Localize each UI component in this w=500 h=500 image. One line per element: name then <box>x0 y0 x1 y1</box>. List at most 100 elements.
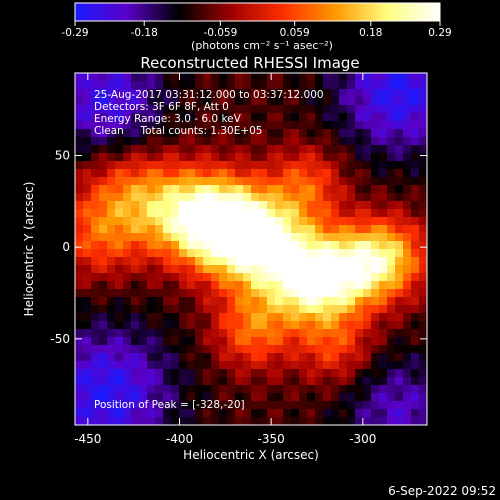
heatmap-cell <box>395 297 404 306</box>
heatmap-cell <box>291 145 300 154</box>
heatmap-cell <box>307 401 316 410</box>
heatmap-cell <box>155 417 164 426</box>
heatmap-cell <box>387 249 396 258</box>
heatmap-cell <box>403 113 412 122</box>
heatmap-cell <box>363 73 372 82</box>
heatmap-cell <box>219 185 228 194</box>
heatmap-cell <box>243 273 252 282</box>
heatmap-cell <box>139 329 148 338</box>
heatmap-cell <box>355 361 364 370</box>
heatmap-cell <box>107 177 116 186</box>
heatmap-cell <box>299 361 308 370</box>
heatmap-cell <box>155 137 164 146</box>
heatmap-cell <box>283 241 292 250</box>
heatmap-cell <box>323 377 332 386</box>
heatmap-cell <box>147 121 156 130</box>
heatmap-cell <box>91 225 100 234</box>
heatmap-cell <box>395 289 404 298</box>
heatmap-cell <box>419 89 428 98</box>
heatmap-cell <box>387 385 396 394</box>
heatmap-cell <box>99 345 108 354</box>
heatmap-cell <box>347 177 356 186</box>
heatmap-cell <box>403 209 412 218</box>
heatmap-cell <box>107 193 116 202</box>
heatmap-cell <box>163 121 172 130</box>
heatmap-cell <box>227 241 236 250</box>
heatmap-cell <box>123 201 132 210</box>
heatmap-cell <box>123 81 132 90</box>
heatmap-cell <box>235 329 244 338</box>
colorbar: -0.29 -0.18 -0.059 0.059 0.18 0.29 (photons c… <box>61 2 452 52</box>
heatmap-cell <box>355 249 364 258</box>
heatmap-cell <box>347 161 356 170</box>
heatmap-cell <box>259 209 268 218</box>
heatmap-cell <box>331 225 340 234</box>
heatmap-cell <box>395 345 404 354</box>
heatmap-cell <box>291 337 300 346</box>
heatmap-cell <box>75 265 84 274</box>
heatmap-cell <box>379 97 388 106</box>
heatmap-cell <box>387 265 396 274</box>
heatmap-cell <box>299 353 308 362</box>
heatmap-cell <box>131 241 140 250</box>
heatmap-cell <box>283 305 292 314</box>
heatmap-cell <box>251 401 260 410</box>
heatmap-cell <box>419 137 428 146</box>
heatmap-cell <box>211 209 220 218</box>
x-axis-title: Heliocentric X (arcsec) <box>183 448 319 462</box>
heatmap-cell <box>99 369 108 378</box>
heatmap-cell <box>211 393 220 402</box>
heatmap-cell <box>171 225 180 234</box>
heatmap-cell <box>275 225 284 234</box>
heatmap-cell <box>155 201 164 210</box>
heatmap-cell <box>339 225 348 234</box>
heatmap-cell <box>283 201 292 210</box>
heatmap-cell <box>283 185 292 194</box>
heatmap-cell <box>83 177 92 186</box>
heatmap-cell <box>99 169 108 178</box>
heatmap-cell <box>267 241 276 250</box>
heatmap-cell <box>195 121 204 130</box>
heatmap-cell <box>227 289 236 298</box>
heatmap-cell <box>299 377 308 386</box>
footer-date: 6-Sep-2022 09:52 <box>388 484 496 498</box>
heatmap-cell <box>395 209 404 218</box>
heatmap-cell <box>243 281 252 290</box>
heatmap-cell <box>379 313 388 322</box>
heatmap-cell <box>307 353 316 362</box>
heatmap-cell <box>339 153 348 162</box>
heatmap-cell <box>187 321 196 330</box>
heatmap-cell <box>123 113 132 122</box>
heatmap-cell <box>243 169 252 178</box>
heatmap-cell <box>331 369 340 378</box>
heatmap-cell <box>211 385 220 394</box>
heatmap-cell <box>299 153 308 162</box>
heatmap-cell <box>379 89 388 98</box>
heatmap-cell <box>283 73 292 82</box>
heatmap-cell <box>203 329 212 338</box>
heatmap-cell <box>315 393 324 402</box>
heatmap-cell <box>339 305 348 314</box>
heatmap-cell <box>123 257 132 266</box>
heatmap-cell <box>299 81 308 90</box>
heatmap-cell <box>387 369 396 378</box>
heatmap-cell <box>323 145 332 154</box>
heatmap-cell <box>139 377 148 386</box>
heatmap-cell <box>379 161 388 170</box>
heatmap-cell <box>115 377 124 386</box>
heatmap-cell <box>251 345 260 354</box>
heatmap-cell <box>203 297 212 306</box>
heatmap-cell <box>379 377 388 386</box>
heatmap-cell <box>107 153 116 162</box>
heatmap-cell <box>251 97 260 106</box>
heatmap-cell <box>299 233 308 242</box>
heatmap-cell <box>203 353 212 362</box>
heatmap-cell <box>347 113 356 122</box>
heatmap-cell <box>171 257 180 266</box>
heatmap-cell <box>403 137 412 146</box>
heatmap-cell <box>187 329 196 338</box>
heatmap-cell <box>291 113 300 122</box>
heatmap-cell <box>179 209 188 218</box>
heatmap-cell <box>187 361 196 370</box>
heatmap-cell <box>99 265 108 274</box>
